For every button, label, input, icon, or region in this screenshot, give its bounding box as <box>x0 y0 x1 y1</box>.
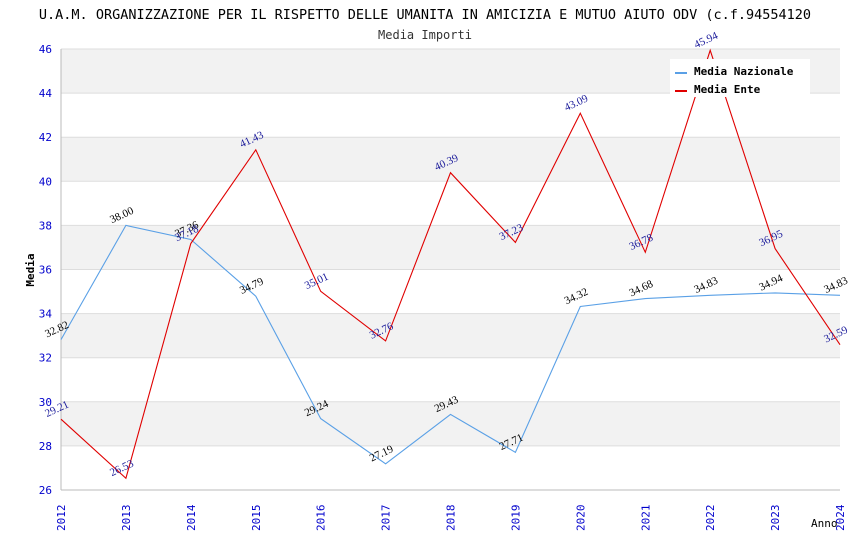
data-label-media-ente: 35.01 <box>303 271 331 292</box>
y-tick-label: 32 <box>39 352 52 365</box>
x-tick-label: 2024 <box>834 504 847 531</box>
x-axis-title: Anno <box>811 517 838 530</box>
y-tick-label: 40 <box>39 175 52 188</box>
axes <box>60 49 840 491</box>
plot-background <box>61 49 840 446</box>
data-label-media-nazionale: 34.94 <box>757 272 785 294</box>
legend-label-media-nazionale: Media Nazionale <box>694 65 794 78</box>
legend-box <box>670 59 810 97</box>
x-tick-label: 2022 <box>704 505 717 532</box>
y-tick-label: 44 <box>39 87 53 100</box>
x-tick-label: 2013 <box>120 505 133 532</box>
data-label-media-nazionale: 34.83 <box>822 274 850 296</box>
data-label-media-ente: 45.94 <box>692 29 720 51</box>
legend-label-media-ente: Media Ente <box>694 83 761 96</box>
data-label-media-nazionale: 34.83 <box>692 274 720 296</box>
data-label-media-ente: 43.09 <box>563 92 591 114</box>
x-tick-label: 2017 <box>380 505 393 532</box>
x-tick-label: 2019 <box>509 505 522 532</box>
series-line-media-ente <box>60 48 841 480</box>
x-tick-label: 2015 <box>250 505 263 532</box>
x-tick-label: 2016 <box>315 505 328 532</box>
series-lines <box>60 48 841 480</box>
y-axis-title: Media <box>24 253 37 286</box>
y-tick-label: 46 <box>39 43 52 56</box>
chart-title: U.A.M. ORGANIZZAZIONE PER IL RISPETTO DE… <box>39 7 811 23</box>
plot-band <box>61 401 840 446</box>
x-tick-label: 2012 <box>55 505 68 532</box>
axis-ticks: 26 28 30 32 34 36 38 40 42 44 46 2012 2013 2014 2015 20… <box>39 43 847 531</box>
x-tick-label: 2020 <box>574 505 587 532</box>
x-tick-label: 2018 <box>445 505 458 532</box>
data-label-media-nazionale: 34.79 <box>238 275 266 297</box>
y-tick-label: 34 <box>39 308 53 321</box>
chart-subtitle: Media Importi <box>378 28 472 42</box>
y-tick-label: 42 <box>39 131 52 144</box>
plot-band <box>61 313 840 358</box>
data-label-media-nazionale: 38.00 <box>108 205 136 227</box>
x-tick-label: 2021 <box>639 505 652 532</box>
data-label-media-nazionale: 34.32 <box>563 286 591 307</box>
x-tick-label: 2023 <box>769 505 782 532</box>
x-tick-label: 2014 <box>185 504 198 531</box>
y-tick-label: 30 <box>39 396 52 409</box>
series-line-media-nazionale <box>60 224 841 465</box>
y-tick-label: 26 <box>39 484 52 497</box>
data-label-media-ente: 26.53 <box>108 457 136 479</box>
plot-band <box>61 225 840 270</box>
y-tick-label: 38 <box>39 219 52 232</box>
y-tick-label: 36 <box>39 264 52 277</box>
y-tick-label: 28 <box>39 440 52 453</box>
legend: Media Nazionale Media Ente <box>670 59 810 97</box>
data-label-media-nazionale: 34.68 <box>627 278 655 300</box>
